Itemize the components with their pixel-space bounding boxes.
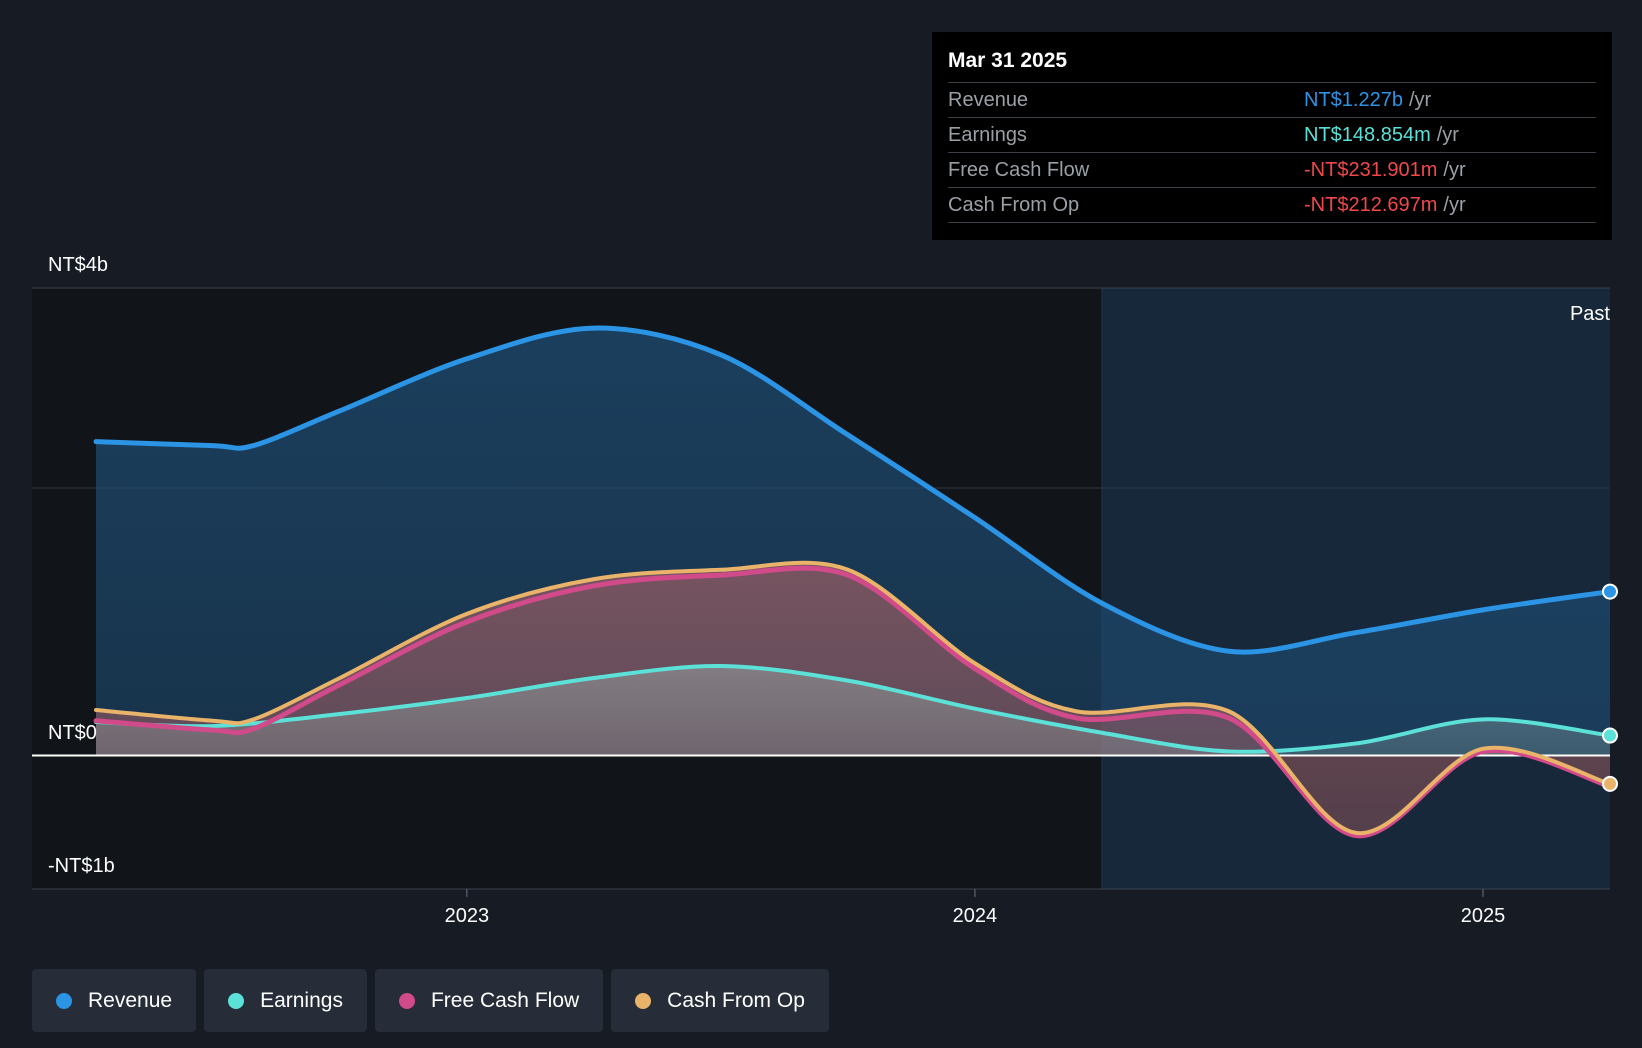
legend-dot-icon bbox=[398, 992, 415, 1009]
legend-label: Cash From Op bbox=[667, 988, 805, 1012]
legend-label: Free Cash Flow bbox=[430, 988, 580, 1012]
cash-from-op-line bbox=[94, 560, 1612, 835]
tooltip-name: Revenue bbox=[948, 89, 1029, 111]
revenue-line bbox=[93, 325, 1613, 655]
tooltip-unit: /yr bbox=[1408, 89, 1432, 111]
tooltip-value: -NT$212.697m bbox=[1304, 194, 1438, 216]
legend-label: Earnings bbox=[260, 988, 343, 1012]
x-tick-label: 2025 bbox=[1461, 905, 1506, 927]
tooltip-row-earnings: Earnings NT$148.854m /yr bbox=[948, 118, 1596, 153]
tooltip-row-free-cash-flow: Free Cash Flow -NT$231.901m /yr bbox=[948, 153, 1596, 188]
legend-item-earnings[interactable]: Earnings bbox=[204, 969, 367, 1032]
legend: Revenue Earnings Free Cash Flow Cash Fro… bbox=[32, 969, 829, 1032]
legend-item-cash-from-op[interactable]: Cash From Op bbox=[611, 969, 829, 1032]
tooltip-unit: /yr bbox=[1436, 124, 1459, 146]
tooltip-unit: /yr bbox=[1443, 194, 1466, 216]
tooltip: Mar 31 2025 Revenue NT$1.227b /yr Earnin… bbox=[932, 32, 1612, 240]
tooltip-value: -NT$231.901m bbox=[1304, 159, 1438, 181]
tooltip-name: Earnings bbox=[948, 124, 1027, 146]
x-tick-label: 2024 bbox=[953, 905, 998, 927]
legend-item-revenue[interactable]: Revenue bbox=[32, 969, 197, 1032]
tooltip-value: NT$148.854m bbox=[1304, 124, 1431, 146]
y-label-top: NT$4b bbox=[48, 254, 108, 276]
x-tick-label: 2023 bbox=[445, 905, 490, 927]
tooltip-value: NT$1.227b bbox=[1304, 89, 1403, 111]
revenue-end-dot bbox=[1602, 583, 1618, 600]
tooltip-name: Free Cash Flow bbox=[948, 159, 1090, 181]
y-label-bottom: -NT$1b bbox=[48, 855, 115, 877]
legend-dot-icon bbox=[635, 992, 652, 1009]
earnings-end-dot bbox=[1602, 727, 1618, 744]
legend-dot-icon bbox=[228, 992, 245, 1009]
tooltip-row-cash-from-op: Cash From Op -NT$212.697m /yr bbox=[948, 188, 1596, 223]
legend-label: Revenue bbox=[88, 988, 173, 1012]
tooltip-date: Mar 31 2025 bbox=[948, 46, 1596, 83]
legend-dot-icon bbox=[56, 992, 72, 1009]
tooltip-row-revenue: Revenue NT$1.227b /yr bbox=[948, 83, 1596, 118]
legend-item-free-cash-flow[interactable]: Free Cash Flow bbox=[374, 969, 604, 1032]
tooltip-name: Cash From Op bbox=[948, 194, 1080, 216]
tooltip-unit: /yr bbox=[1443, 159, 1466, 181]
past-label: Past bbox=[1570, 303, 1610, 325]
cash-from-op-end-dot bbox=[1602, 775, 1618, 792]
earnings-line bbox=[94, 663, 1612, 754]
free-cash-flow-line bbox=[93, 565, 1613, 839]
y-label-zero: NT$0 bbox=[48, 722, 97, 744]
earnings-area bbox=[96, 665, 1610, 756]
